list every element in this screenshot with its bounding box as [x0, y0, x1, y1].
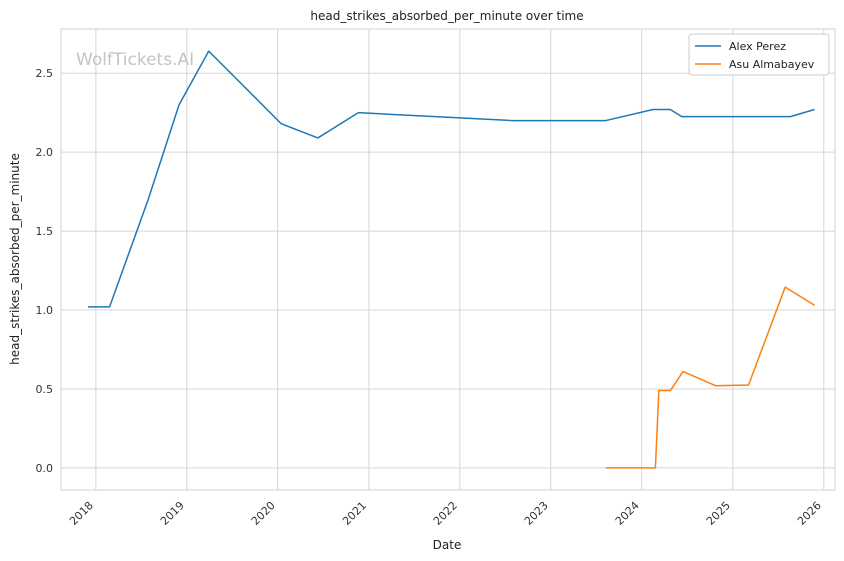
series-layer: [87, 50, 815, 469]
legend-entry: Asu Almabayev: [729, 58, 815, 71]
x-tick-label: 2023: [522, 499, 551, 528]
x-tick-label: 2019: [158, 499, 187, 528]
x-tick-label: 2022: [431, 499, 460, 528]
y-tick-label: 0.0: [36, 462, 54, 475]
y-tick-label: 1.0: [36, 304, 54, 317]
x-axis-title: Date: [433, 538, 462, 552]
x-tick-labels: 2018 2019 2020 2021 2022 2023 2024 2025 2026: [67, 499, 824, 528]
y-tick-label: 1.5: [36, 225, 54, 238]
x-gridlines: [95, 29, 825, 490]
x-tick-label: 2018: [67, 499, 96, 528]
plot-area: [60, 28, 836, 491]
x-tick-label: 2026: [795, 499, 824, 528]
series-line-0: [87, 50, 815, 308]
x-tick-label: 2020: [249, 499, 278, 528]
y-tick-label: 0.5: [36, 383, 54, 396]
x-tick-label: 2025: [704, 499, 733, 528]
watermark: WolfTickets.AI: [76, 50, 194, 70]
y-axis-title: head_strikes_absorbed_per_minute: [8, 153, 22, 365]
y-tick-labels: 0.0 0.5 1.0 1.5 2.0 2.5: [36, 67, 54, 475]
y-tick-label: 2.5: [36, 67, 54, 80]
legend-box: [688, 33, 830, 76]
legend-entry: Alex Perez: [729, 40, 786, 53]
y-tick-label: 2.0: [36, 146, 54, 159]
legend: Alex Perez Asu Almabayev: [688, 33, 830, 76]
x-tick-label: 2021: [340, 499, 369, 528]
chart-title: head_strikes_absorbed_per_minute over ti…: [310, 9, 583, 23]
series-line-1: [605, 286, 815, 469]
x-tick-label: 2024: [613, 499, 642, 528]
